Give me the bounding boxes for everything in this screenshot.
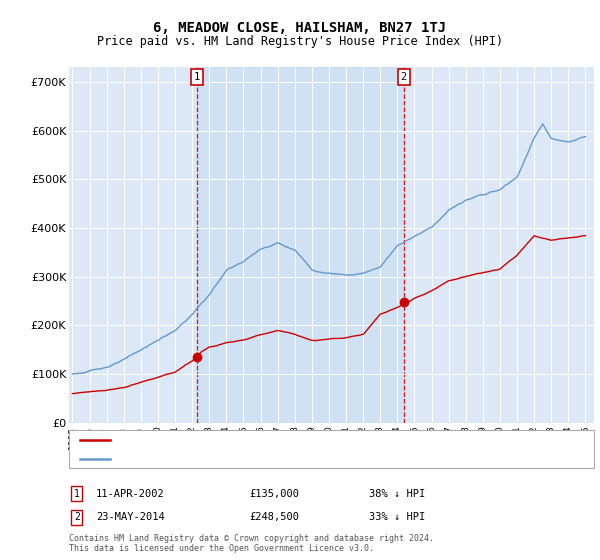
Text: 1: 1 xyxy=(194,72,200,82)
Text: 6, MEADOW CLOSE, HAILSHAM, BN27 1TJ (detached house): 6, MEADOW CLOSE, HAILSHAM, BN27 1TJ (det… xyxy=(114,435,439,445)
Text: Price paid vs. HM Land Registry's House Price Index (HPI): Price paid vs. HM Land Registry's House … xyxy=(97,35,503,48)
Text: HPI: Average price, detached house, Wealden: HPI: Average price, detached house, Weal… xyxy=(114,454,383,464)
Text: 38% ↓ HPI: 38% ↓ HPI xyxy=(369,489,425,499)
Text: 1: 1 xyxy=(74,489,80,499)
Text: £135,000: £135,000 xyxy=(249,489,299,499)
Text: 2: 2 xyxy=(401,72,407,82)
Text: 2: 2 xyxy=(74,512,80,522)
Text: £248,500: £248,500 xyxy=(249,512,299,522)
Text: 33% ↓ HPI: 33% ↓ HPI xyxy=(369,512,425,522)
Text: Contains HM Land Registry data © Crown copyright and database right 2024.
This d: Contains HM Land Registry data © Crown c… xyxy=(69,534,434,553)
Text: 6, MEADOW CLOSE, HAILSHAM, BN27 1TJ: 6, MEADOW CLOSE, HAILSHAM, BN27 1TJ xyxy=(154,21,446,35)
Text: 11-APR-2002: 11-APR-2002 xyxy=(96,489,165,499)
Text: 23-MAY-2014: 23-MAY-2014 xyxy=(96,512,165,522)
Bar xyxy=(197,67,404,423)
